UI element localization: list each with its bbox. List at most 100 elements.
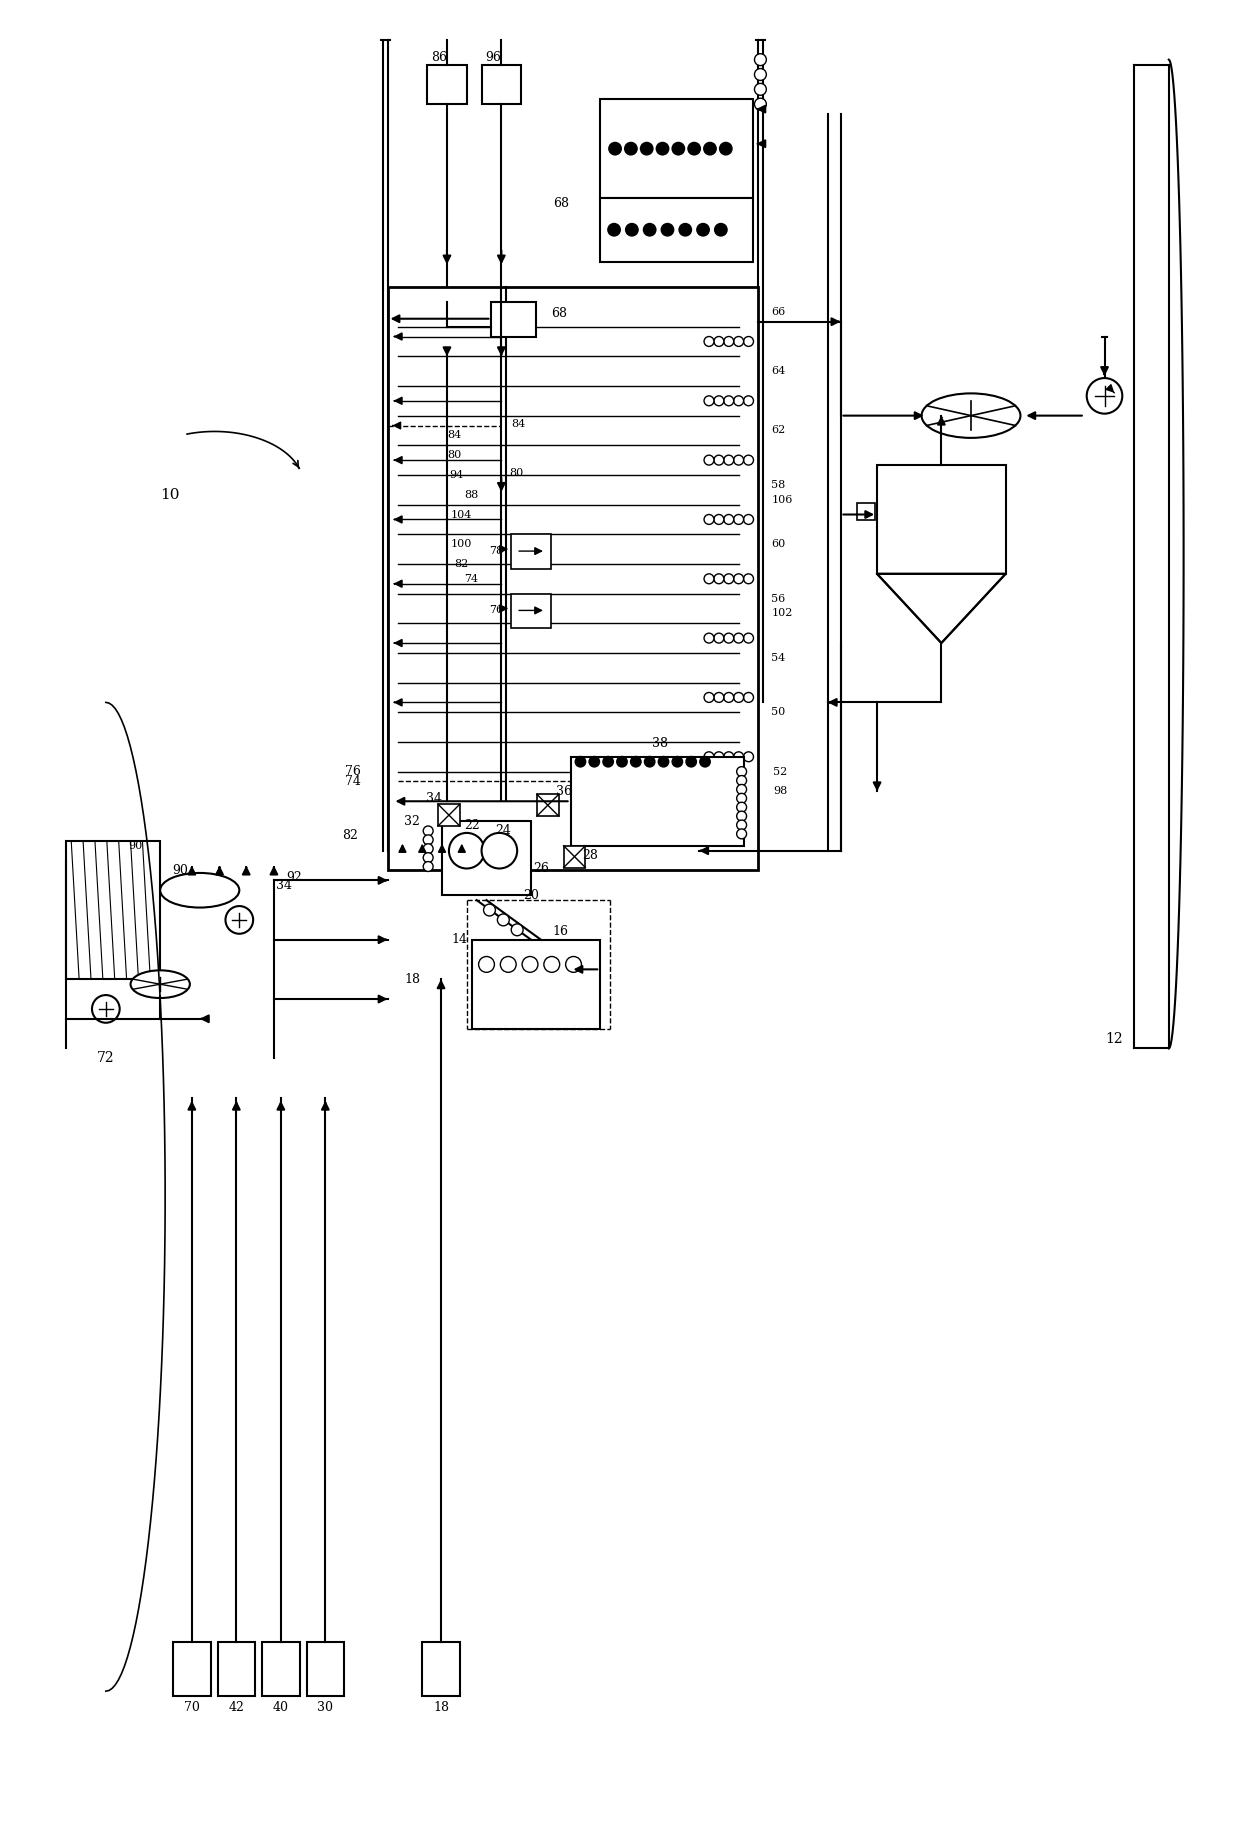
Text: 26: 26 [533, 861, 549, 874]
Bar [481, 64, 521, 104]
Circle shape [1086, 378, 1122, 414]
Circle shape [449, 832, 485, 869]
Text: 42: 42 [228, 1701, 244, 1714]
Circle shape [481, 832, 517, 869]
Ellipse shape [130, 971, 190, 998]
Circle shape [734, 515, 744, 524]
Bar [441, 821, 531, 896]
Circle shape [574, 756, 587, 768]
Circle shape [704, 752, 714, 761]
Text: 22: 22 [464, 819, 480, 832]
Circle shape [704, 692, 714, 703]
Circle shape [714, 752, 724, 761]
Circle shape [484, 903, 496, 916]
Circle shape [678, 223, 692, 237]
Text: 20: 20 [523, 889, 539, 902]
Circle shape [754, 69, 766, 80]
Text: 58: 58 [771, 480, 785, 489]
Circle shape [754, 53, 766, 66]
Text: 52: 52 [774, 766, 787, 777]
Circle shape [724, 336, 734, 347]
Circle shape [686, 756, 697, 768]
Bar [423, 1642, 460, 1695]
Circle shape [656, 142, 670, 155]
Circle shape [737, 810, 746, 821]
Circle shape [661, 223, 675, 237]
Text: 80: 80 [510, 467, 523, 478]
Circle shape [737, 766, 746, 777]
Circle shape [423, 843, 433, 854]
Circle shape [92, 995, 120, 1022]
Circle shape [714, 454, 724, 465]
Text: 100: 100 [451, 538, 472, 549]
Bar [262, 1642, 300, 1695]
Circle shape [630, 756, 642, 768]
Circle shape [737, 785, 746, 794]
Bar [428, 64, 466, 104]
Circle shape [423, 861, 433, 872]
Circle shape [644, 756, 656, 768]
Text: 12: 12 [1106, 1031, 1123, 1046]
Circle shape [704, 633, 714, 642]
Text: 18: 18 [404, 973, 420, 986]
Text: 18: 18 [433, 1701, 449, 1714]
Text: 70: 70 [184, 1701, 200, 1714]
Bar [511, 535, 551, 569]
Text: 16: 16 [553, 925, 569, 938]
Circle shape [687, 142, 701, 155]
Bar [491, 301, 536, 336]
Circle shape [734, 573, 744, 584]
Circle shape [737, 794, 746, 803]
Text: 64: 64 [771, 367, 785, 376]
Text: 34: 34 [275, 880, 291, 892]
Circle shape [565, 956, 582, 973]
Text: 96: 96 [486, 51, 501, 64]
Text: 90: 90 [129, 841, 143, 850]
Polygon shape [877, 573, 1006, 642]
Circle shape [744, 396, 754, 405]
Text: 30: 30 [317, 1701, 334, 1714]
Circle shape [423, 827, 433, 836]
Text: 50: 50 [771, 708, 785, 717]
Circle shape [724, 454, 734, 465]
Text: 88: 88 [465, 489, 479, 500]
Circle shape [511, 923, 523, 936]
Circle shape [734, 336, 744, 347]
Text: 10: 10 [160, 487, 180, 502]
Circle shape [724, 633, 734, 642]
Circle shape [423, 834, 433, 845]
Text: 98: 98 [774, 787, 787, 796]
Circle shape [671, 142, 686, 155]
Circle shape [608, 223, 621, 237]
Text: 86: 86 [432, 51, 448, 64]
Circle shape [719, 142, 733, 155]
Circle shape [522, 956, 538, 973]
Circle shape [724, 515, 734, 524]
Bar [877, 465, 1006, 573]
Circle shape [671, 756, 683, 768]
Circle shape [479, 956, 495, 973]
Circle shape [625, 223, 639, 237]
Circle shape [724, 692, 734, 703]
Circle shape [724, 752, 734, 761]
Bar [306, 1642, 345, 1695]
Text: 24: 24 [496, 825, 511, 838]
Text: 54: 54 [771, 653, 785, 662]
Circle shape [616, 756, 627, 768]
Circle shape [501, 956, 516, 973]
Text: 102: 102 [771, 608, 792, 619]
Circle shape [744, 336, 754, 347]
Bar [570, 757, 744, 845]
Bar [217, 1642, 255, 1695]
Text: 94: 94 [450, 471, 464, 480]
Circle shape [704, 396, 714, 405]
Text: 60: 60 [771, 538, 785, 549]
Text: 104: 104 [451, 509, 472, 520]
Circle shape [737, 819, 746, 830]
Circle shape [737, 829, 746, 840]
Circle shape [744, 515, 754, 524]
Bar [438, 805, 460, 827]
Ellipse shape [921, 394, 1021, 438]
Circle shape [544, 956, 559, 973]
Bar [511, 593, 551, 628]
